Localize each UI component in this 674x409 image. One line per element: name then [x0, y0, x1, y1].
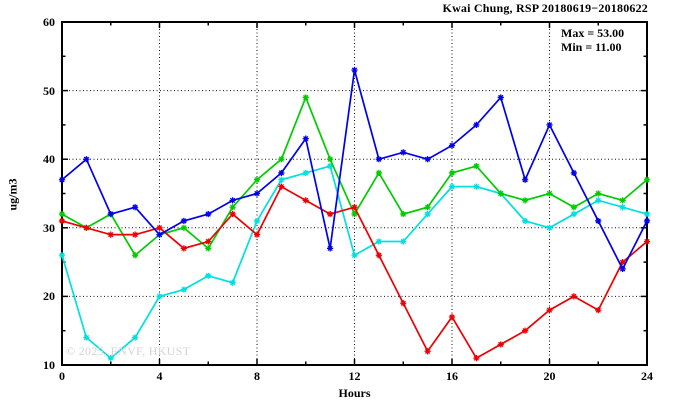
y-tick-label: 10: [43, 358, 55, 372]
x-tick-label: 12: [348, 369, 361, 383]
x-tick-label: 16: [446, 369, 458, 383]
y-axis-label: ug/m3: [5, 178, 20, 211]
y-tick-label: 20: [43, 289, 55, 304]
y-tick-label: 50: [43, 83, 55, 98]
minmax-legend: Max = 53.00 Min = 11.00: [561, 26, 624, 54]
y-tick-label: 40: [43, 152, 55, 167]
y-tick-label: 30: [43, 220, 55, 235]
legend-min: Min = 11.00: [561, 40, 622, 54]
x-tick-label: 20: [543, 369, 556, 383]
x-tick-label: 24: [641, 369, 653, 383]
x-tick-label: 0: [59, 369, 65, 383]
watermark: © 2025, ENVF, HKUST: [66, 344, 191, 358]
chart-title: Kwai Chung, RSP 20180619−20180622: [442, 1, 648, 15]
y-tick-label: 60: [43, 15, 55, 29]
legend-max: Max = 53.00: [561, 26, 625, 40]
x-axis-label: Hours: [338, 386, 371, 400]
x-tick-label: 4: [156, 369, 163, 383]
x-tick-label: 8: [254, 369, 260, 383]
